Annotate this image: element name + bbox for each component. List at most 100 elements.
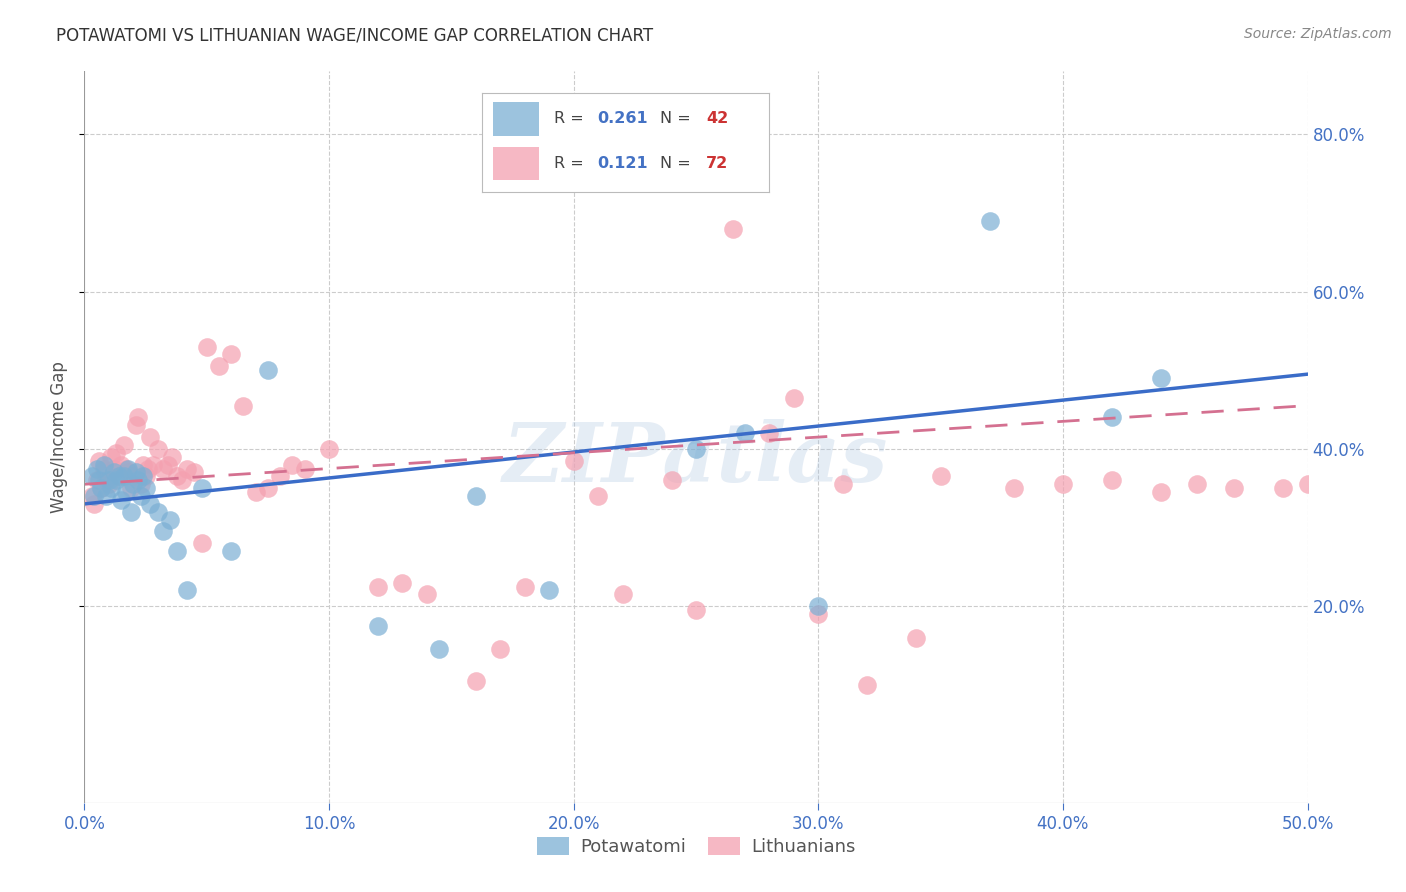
Point bbox=[318, 442, 340, 456]
Point bbox=[129, 489, 152, 503]
Point bbox=[125, 466, 148, 480]
Point bbox=[80, 469, 103, 483]
Point bbox=[391, 575, 413, 590]
Point bbox=[661, 473, 683, 487]
Point bbox=[86, 473, 108, 487]
Point bbox=[183, 466, 205, 480]
Point bbox=[464, 489, 486, 503]
Point bbox=[120, 505, 142, 519]
Point bbox=[1223, 481, 1246, 495]
Point bbox=[257, 363, 280, 377]
Point bbox=[1272, 481, 1295, 495]
Point bbox=[100, 481, 122, 495]
Point bbox=[135, 469, 157, 483]
Point bbox=[905, 631, 928, 645]
Point bbox=[127, 473, 149, 487]
Point bbox=[117, 466, 139, 480]
Point bbox=[586, 489, 609, 503]
Point bbox=[93, 458, 115, 472]
Point bbox=[807, 607, 830, 621]
Point bbox=[562, 453, 585, 467]
Point bbox=[115, 485, 138, 500]
Point bbox=[152, 524, 174, 539]
Point bbox=[97, 477, 120, 491]
Point bbox=[115, 461, 138, 475]
Point bbox=[96, 473, 118, 487]
Point bbox=[1101, 410, 1123, 425]
Point bbox=[110, 493, 132, 508]
Point bbox=[83, 497, 105, 511]
Point bbox=[103, 461, 125, 475]
Point bbox=[122, 477, 145, 491]
Point bbox=[856, 678, 879, 692]
Point bbox=[87, 453, 110, 467]
Point bbox=[120, 481, 142, 495]
Point bbox=[685, 442, 707, 456]
Point bbox=[152, 461, 174, 475]
Point bbox=[367, 619, 389, 633]
Point bbox=[162, 450, 184, 464]
Point bbox=[100, 450, 122, 464]
Point bbox=[107, 469, 129, 483]
Point bbox=[90, 481, 112, 495]
Point bbox=[127, 410, 149, 425]
Point bbox=[112, 469, 135, 483]
Point bbox=[135, 481, 157, 495]
Point bbox=[117, 461, 139, 475]
Point bbox=[281, 458, 304, 472]
Point bbox=[1150, 371, 1173, 385]
Point bbox=[125, 418, 148, 433]
Point bbox=[427, 642, 450, 657]
Point bbox=[139, 430, 162, 444]
Point bbox=[105, 473, 128, 487]
Point bbox=[758, 426, 780, 441]
Point bbox=[464, 673, 486, 688]
Point bbox=[129, 477, 152, 491]
Point bbox=[87, 473, 110, 487]
Point bbox=[1150, 485, 1173, 500]
Point bbox=[132, 469, 155, 483]
Point bbox=[685, 603, 707, 617]
Point bbox=[107, 469, 129, 483]
Point bbox=[93, 461, 115, 475]
Point bbox=[257, 481, 280, 495]
Point bbox=[103, 466, 125, 480]
Point bbox=[232, 399, 254, 413]
Point bbox=[721, 221, 744, 235]
Point bbox=[136, 461, 159, 475]
Point bbox=[110, 458, 132, 472]
Point bbox=[1296, 477, 1319, 491]
Point bbox=[208, 359, 231, 374]
Text: POTAWATOMI VS LITHUANIAN WAGE/INCOME GAP CORRELATION CHART: POTAWATOMI VS LITHUANIAN WAGE/INCOME GAP… bbox=[56, 27, 654, 45]
Point bbox=[96, 489, 118, 503]
Point bbox=[367, 580, 389, 594]
Point bbox=[105, 446, 128, 460]
Point bbox=[783, 391, 806, 405]
Point bbox=[156, 458, 179, 472]
Point bbox=[612, 587, 634, 601]
Point bbox=[83, 489, 105, 503]
Point bbox=[831, 477, 853, 491]
Point bbox=[1052, 477, 1074, 491]
Point bbox=[489, 642, 512, 657]
Point bbox=[159, 513, 181, 527]
Point bbox=[191, 481, 214, 495]
Point bbox=[1187, 477, 1209, 491]
Point bbox=[1002, 481, 1025, 495]
Point bbox=[416, 587, 439, 601]
Point bbox=[929, 469, 952, 483]
Point bbox=[734, 426, 756, 441]
Point bbox=[80, 489, 103, 503]
Text: ZIPatlas: ZIPatlas bbox=[503, 419, 889, 499]
Point bbox=[807, 599, 830, 614]
Legend: Potawatomi, Lithuanians: Potawatomi, Lithuanians bbox=[530, 830, 862, 863]
Point bbox=[166, 544, 188, 558]
Point bbox=[176, 583, 198, 598]
Point bbox=[142, 458, 165, 472]
Point bbox=[538, 583, 561, 598]
Point bbox=[139, 497, 162, 511]
Point bbox=[269, 469, 291, 483]
Point bbox=[166, 469, 188, 483]
Point bbox=[1101, 473, 1123, 487]
Point bbox=[176, 461, 198, 475]
